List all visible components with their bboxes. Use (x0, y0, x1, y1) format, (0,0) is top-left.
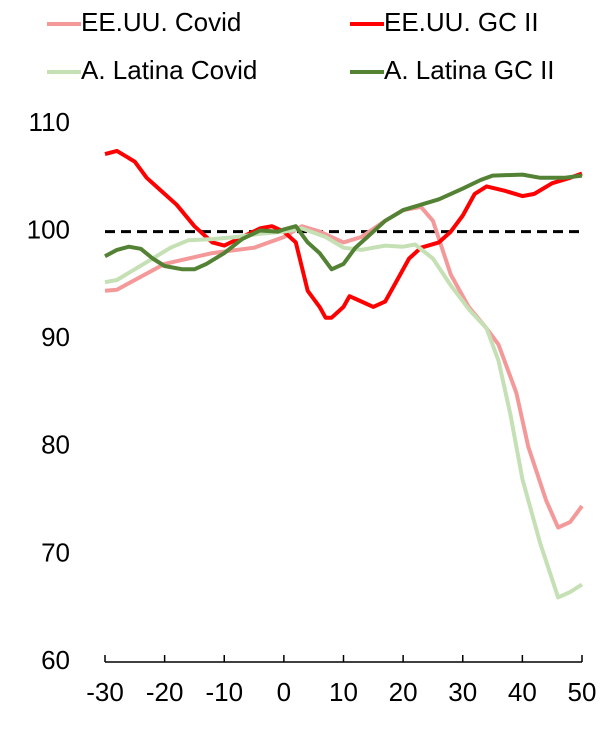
y-tick-label: 70 (41, 537, 70, 567)
y-tick-label: 110 (29, 107, 70, 137)
x-tick-label: 20 (389, 677, 418, 707)
x-tick-label: 50 (568, 677, 597, 707)
x-tick-label: -10 (205, 677, 243, 707)
x-tick-label: 10 (329, 677, 358, 707)
legend-label: EE.UU. Covid (81, 7, 241, 37)
legend-label: A. Latina Covid (81, 55, 257, 85)
series-line (104, 172, 583, 272)
y-tick-label: 60 (41, 645, 70, 675)
y-tick-label: 90 (41, 322, 70, 352)
x-tick-label: -30 (86, 677, 124, 707)
y-tick-label: 80 (41, 430, 70, 460)
series-line (104, 226, 584, 600)
series-line (104, 148, 583, 320)
x-tick-label: 40 (508, 677, 537, 707)
series-line (104, 204, 584, 530)
legend-label: EE.UU. GC II (384, 7, 539, 37)
x-tick-label: -20 (146, 677, 184, 707)
y-tick-label: 100 (27, 214, 70, 244)
legend-label: A. Latina GC II (384, 55, 555, 85)
x-tick-label: 30 (448, 677, 477, 707)
x-tick-label: 0 (277, 677, 291, 707)
